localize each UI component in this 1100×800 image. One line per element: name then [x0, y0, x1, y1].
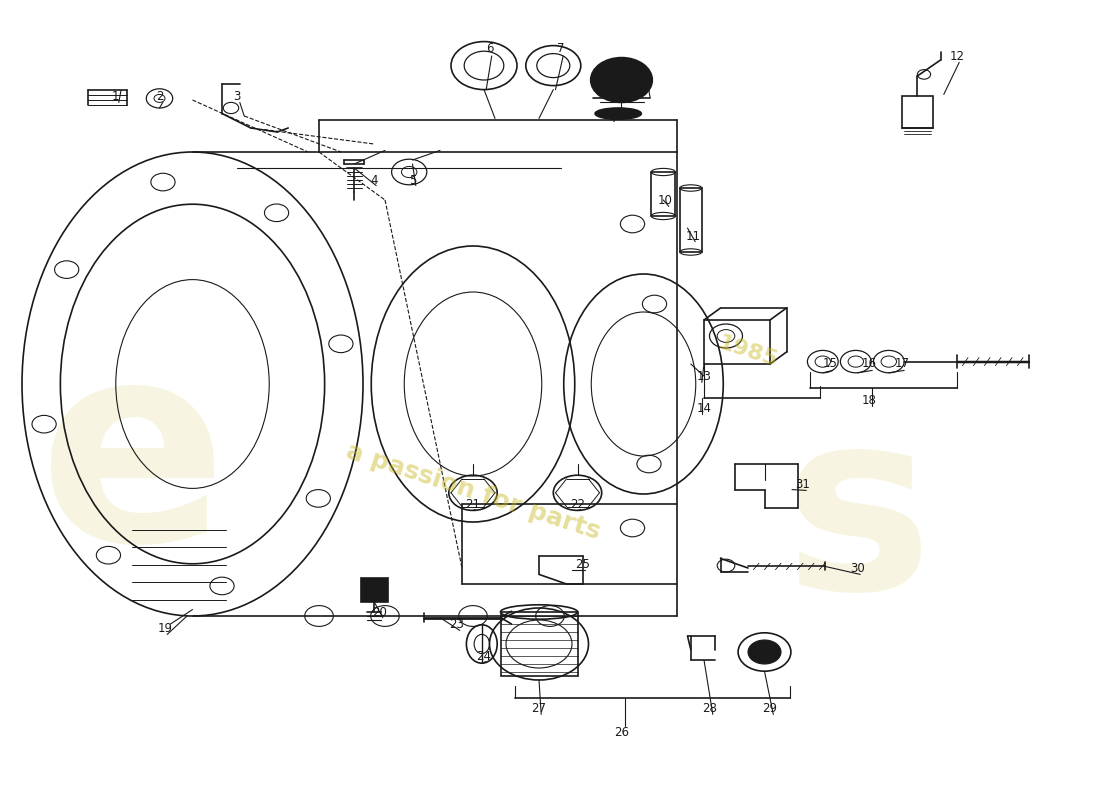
Text: 3: 3 [233, 90, 240, 102]
Text: 29: 29 [762, 702, 778, 714]
Text: 1: 1 [112, 90, 119, 102]
Text: 9: 9 [607, 110, 614, 122]
Text: 2: 2 [156, 90, 163, 102]
Text: 4: 4 [371, 174, 377, 186]
Text: 7: 7 [558, 42, 564, 54]
Text: 30: 30 [850, 562, 866, 574]
Text: 20: 20 [372, 606, 387, 618]
Bar [704, 320, 770, 364]
Bar [500, 612, 578, 676]
Text: 19: 19 [157, 622, 173, 634]
Bar [902, 96, 933, 128]
Text: 6: 6 [486, 42, 493, 54]
Text: e: e [37, 329, 227, 599]
Text: 1985: 1985 [715, 333, 781, 371]
Text: 24: 24 [476, 650, 492, 662]
Text: 15: 15 [823, 358, 838, 370]
Bar [651, 172, 675, 216]
Text: 17: 17 [894, 358, 910, 370]
Text: 8: 8 [640, 66, 647, 78]
Text: 14: 14 [696, 402, 712, 414]
Text: 31: 31 [795, 478, 811, 490]
Circle shape [591, 58, 652, 102]
Circle shape [748, 640, 781, 664]
Text: 21: 21 [465, 498, 481, 510]
Text: 23: 23 [449, 618, 464, 630]
Text: 18: 18 [861, 394, 877, 406]
Text: a passion for parts: a passion for parts [343, 439, 603, 545]
Text: 16: 16 [861, 358, 877, 370]
Text: 5: 5 [409, 174, 416, 186]
Text: 22: 22 [570, 498, 585, 510]
Ellipse shape [595, 108, 641, 119]
Text: 26: 26 [614, 726, 629, 738]
Text: 12: 12 [949, 50, 965, 62]
Bar [680, 188, 702, 252]
Text: 10: 10 [658, 194, 673, 206]
Text: 11: 11 [685, 230, 701, 242]
Text: 13: 13 [696, 370, 712, 382]
Text: 25: 25 [575, 558, 591, 570]
Bar [361, 578, 388, 602]
Text: s: s [783, 399, 933, 641]
Text: 27: 27 [531, 702, 547, 714]
Text: 28: 28 [702, 702, 717, 714]
